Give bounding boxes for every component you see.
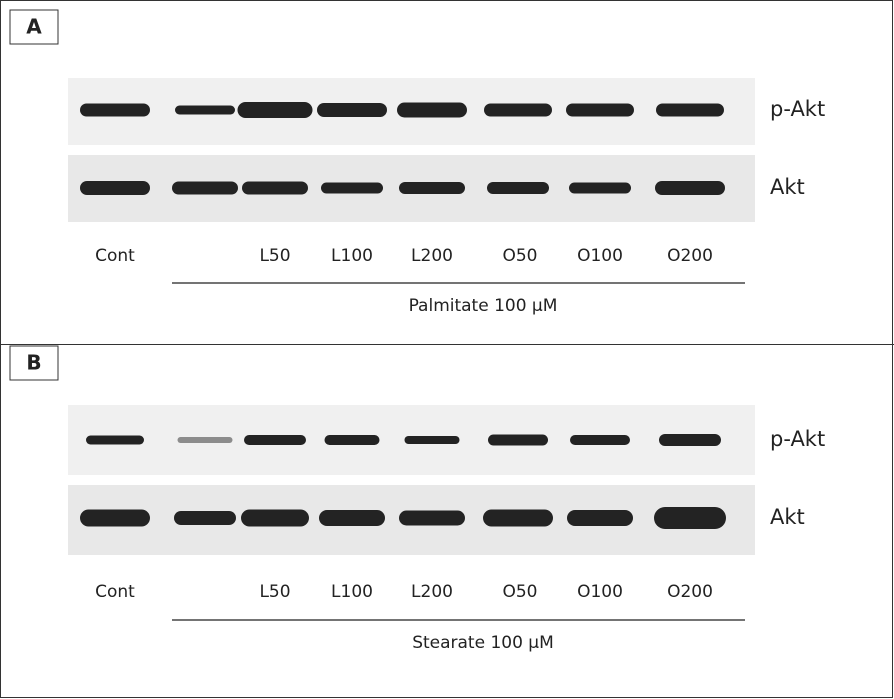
row-label: Akt — [770, 505, 805, 529]
band — [654, 507, 726, 529]
band — [567, 510, 633, 526]
lane-label: O50 — [502, 582, 537, 602]
band — [317, 103, 387, 117]
band — [566, 104, 634, 117]
lane-label: O100 — [577, 246, 623, 266]
band — [569, 183, 631, 194]
lane-label: L200 — [411, 582, 453, 602]
panel-label: A — [26, 15, 42, 39]
band — [80, 104, 150, 117]
lane-label: O50 — [502, 246, 537, 266]
band — [659, 434, 721, 446]
band — [488, 435, 548, 446]
band — [399, 182, 465, 194]
band — [172, 182, 238, 195]
band — [487, 182, 549, 194]
row-label: p-Akt — [770, 97, 825, 121]
band — [405, 436, 460, 444]
band — [241, 510, 309, 527]
row-label: p-Akt — [770, 427, 825, 451]
panel-label: B — [26, 351, 41, 375]
band — [399, 511, 465, 526]
band — [174, 511, 236, 525]
band — [175, 106, 235, 115]
band — [86, 436, 144, 445]
band — [238, 102, 313, 118]
lane-label: L50 — [259, 582, 290, 602]
band — [397, 103, 467, 118]
treatment-label: Palmitate 100 µM — [409, 296, 558, 316]
band — [244, 435, 306, 445]
band — [80, 181, 150, 195]
lane-label: L50 — [259, 246, 290, 266]
band — [325, 435, 380, 445]
band — [80, 510, 150, 527]
lane-label: O100 — [577, 582, 623, 602]
lane-label: Cont — [95, 246, 135, 266]
band — [483, 510, 553, 527]
band — [570, 435, 630, 445]
row-label: Akt — [770, 175, 805, 199]
figure: Ap-Akt Akt Cont L50 L100 L200 O50 O100 O200 Palmi… — [0, 0, 894, 699]
treatment-label: Stearate 100 µM — [412, 633, 554, 653]
band — [321, 183, 383, 194]
lane-label: O200 — [667, 246, 713, 266]
lane-label: L100 — [331, 246, 373, 266]
lane-label: L200 — [411, 246, 453, 266]
band — [242, 182, 308, 195]
band — [655, 181, 725, 195]
lane-label: Cont — [95, 582, 135, 602]
lane-label: L100 — [331, 582, 373, 602]
band — [178, 437, 233, 443]
lane-label: O200 — [667, 582, 713, 602]
band — [656, 104, 724, 117]
band — [319, 510, 385, 526]
band — [484, 104, 552, 117]
